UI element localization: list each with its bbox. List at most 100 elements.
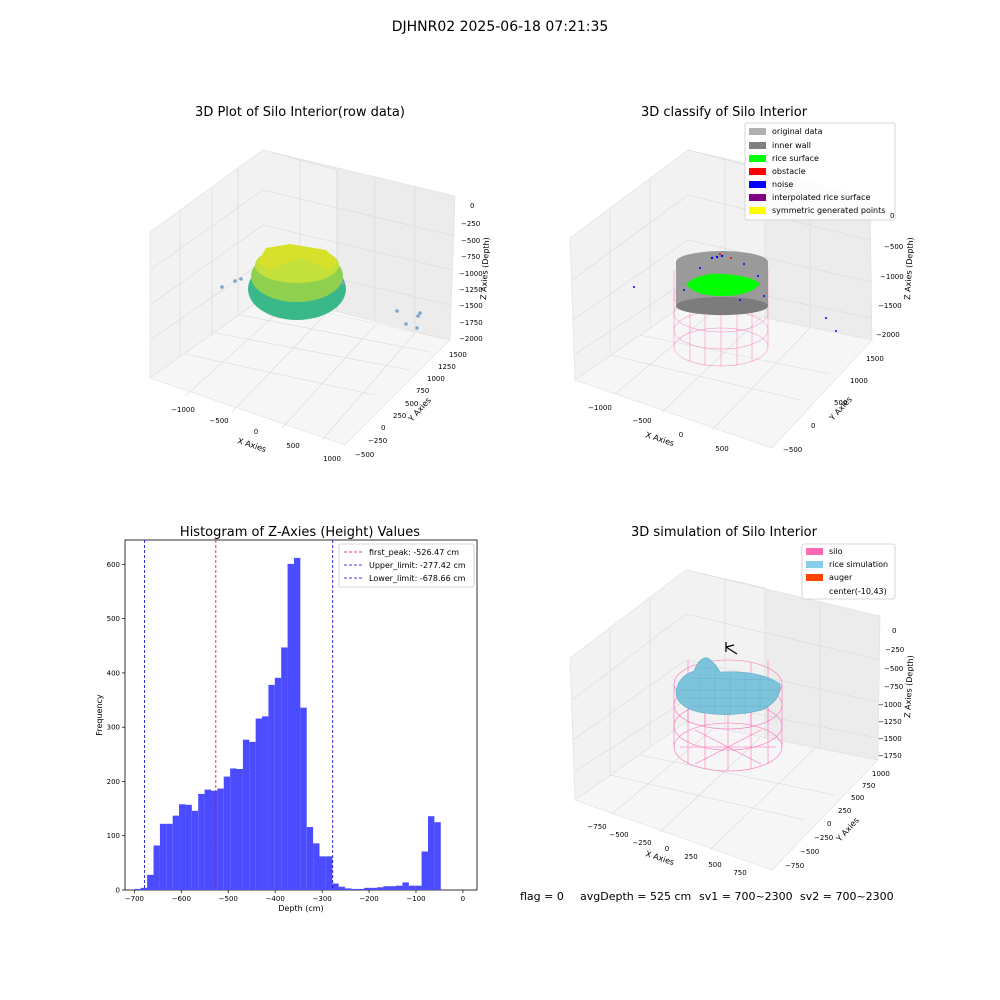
histogram-x-tick-label: 0 <box>461 895 465 903</box>
histogram-bar <box>428 816 435 890</box>
histogram-legend: first_peak: -526.47 cm Upper_limit: -277… <box>338 543 475 588</box>
legend-swatch-rice-simulation <box>806 561 823 568</box>
histogram-bar <box>166 823 173 890</box>
raw-cloud-rim <box>258 244 338 270</box>
svg-text:−500: −500 <box>884 665 903 673</box>
svg-text:−250: −250 <box>368 437 387 445</box>
svg-text:500: 500 <box>834 399 847 407</box>
svg-text:−750: −750 <box>884 683 903 691</box>
histogram-y-tick-label: 400 <box>107 669 120 677</box>
histogram-bar <box>242 739 250 890</box>
histogram-bar <box>191 810 199 890</box>
classify-inner-wall-bottom <box>676 297 768 315</box>
svg-text:−500: −500 <box>800 848 819 856</box>
histogram-y-tick-label: 200 <box>107 778 120 786</box>
svg-text:−750: −750 <box>785 862 804 870</box>
histogram-vlines <box>144 540 334 890</box>
histogram-y-tick-label: 0 <box>116 887 120 895</box>
histogram-bar <box>230 768 237 890</box>
svg-text:1500: 1500 <box>449 351 467 359</box>
svg-text:−250: −250 <box>814 834 833 842</box>
histogram-bar <box>351 888 358 890</box>
raw-outlier-point <box>233 279 237 283</box>
legend-label: auger <box>829 573 853 582</box>
legend-label: rice simulation <box>829 560 888 569</box>
legend-label: silo <box>829 547 843 556</box>
footer-avgdepth: avgDepth = 525 cm <box>580 890 691 903</box>
histogram-bar <box>357 888 365 890</box>
simulation-3d-panel: 3D simulation of Silo Interior <box>569 525 915 877</box>
classify-grid <box>571 158 873 431</box>
svg-text:750: 750 <box>416 387 429 395</box>
raw-outlier-point <box>418 311 422 315</box>
svg-text:−500: −500 <box>461 237 480 245</box>
legend-swatch-symmetric-generated-points <box>749 207 766 214</box>
raw-outlier-point <box>416 314 420 318</box>
figure-title: DJHNR02 2025-06-18 07:21:35 <box>392 19 609 35</box>
svg-text:0: 0 <box>811 422 815 430</box>
legend-swatch-rice-surface <box>749 155 766 162</box>
raw-outlier-point <box>395 309 399 313</box>
histogram-bar <box>319 856 326 890</box>
simulation-y-ticks: −750 −500 −250 0 250 500 750 1000 <box>785 770 890 870</box>
svg-text:−250: −250 <box>632 839 651 847</box>
legend-label: Lower_limit: -678.66 cm <box>369 574 466 583</box>
svg-text:−1250: −1250 <box>459 286 483 294</box>
histogram-x-tick-label: −300 <box>313 895 332 903</box>
histogram-bar <box>223 776 231 890</box>
histogram-bar <box>172 815 180 890</box>
legend-swatch-obstacle <box>749 168 766 175</box>
legend-label: rice surface <box>772 154 819 163</box>
histogram-bar <box>300 707 307 890</box>
classify-x-ticks: −1000 −500 0 500 <box>588 404 729 453</box>
svg-text:750: 750 <box>862 782 875 790</box>
legend-label: first_peak: -526.47 cm <box>369 548 459 557</box>
raw-y-ticks: −500 −250 0 250 500 750 1000 1250 1500 <box>355 351 467 459</box>
simulation-z-label: Z Axies (Depth) <box>903 655 915 718</box>
svg-text:−500: −500 <box>355 451 374 459</box>
svg-text:−250: −250 <box>885 646 904 654</box>
legend-label: Upper_limit: -277.42 cm <box>369 561 466 570</box>
histogram-x-tick-label: −700 <box>125 895 144 903</box>
simulation-x-ticks: −750 −500 −250 0 250 500 750 <box>587 823 746 877</box>
raw-outlier-point <box>239 277 243 281</box>
svg-text:1250: 1250 <box>438 363 456 371</box>
legend-label: noise <box>772 180 793 189</box>
svg-text:500: 500 <box>715 445 728 453</box>
classify-z-label: Z Axies (Depth) <box>903 237 915 300</box>
footer-status: flag = 0 avgDepth = 525 cm sv1 = 700~230… <box>520 890 894 903</box>
classify-3d-panel: 3D classify of Silo Interior <box>569 105 915 454</box>
svg-text:0: 0 <box>470 202 474 210</box>
classify-z-ticks: 0 −500 −1000 −1500 −2000 <box>876 212 904 339</box>
histogram-bar <box>325 856 333 890</box>
histogram-bar <box>364 887 371 890</box>
classify-inner-wall-top <box>676 251 768 273</box>
svg-text:500: 500 <box>405 400 418 408</box>
histogram-bar <box>415 885 422 890</box>
svg-text:−1000: −1000 <box>878 701 902 709</box>
svg-text:−500: −500 <box>609 831 628 839</box>
legend-swatch-auger <box>806 574 823 581</box>
simulation-auger <box>725 642 738 655</box>
svg-text:−500: −500 <box>209 417 228 425</box>
svg-text:0: 0 <box>827 820 831 828</box>
raw-outlier-point <box>415 326 419 330</box>
histogram-bar <box>179 804 186 890</box>
histogram-bar <box>313 843 320 890</box>
svg-text:−1500: −1500 <box>459 302 483 310</box>
legend-swatch-noise <box>749 181 766 188</box>
legend-swatch-interpolated-rice-surface <box>749 194 766 201</box>
raw-panel-title: 3D Plot of Silo Interior(row data) <box>195 105 405 120</box>
raw-outlier-point <box>220 285 224 289</box>
classify-noise-points <box>633 254 837 332</box>
histogram-bar <box>204 789 211 890</box>
histogram-x-ticks: −700 −600 −500 −400 −300 −200 −100 0 <box>125 890 465 903</box>
svg-text:−1500: −1500 <box>878 302 902 310</box>
svg-text:−500: −500 <box>783 446 802 454</box>
histogram-bar <box>402 882 409 890</box>
histogram-bar <box>210 790 218 890</box>
footer-sv2: sv2 = 700~2300 <box>800 890 894 903</box>
histogram-y-tick-label: 300 <box>107 724 120 732</box>
svg-text:−500: −500 <box>632 417 651 425</box>
histogram-bar <box>255 718 263 890</box>
